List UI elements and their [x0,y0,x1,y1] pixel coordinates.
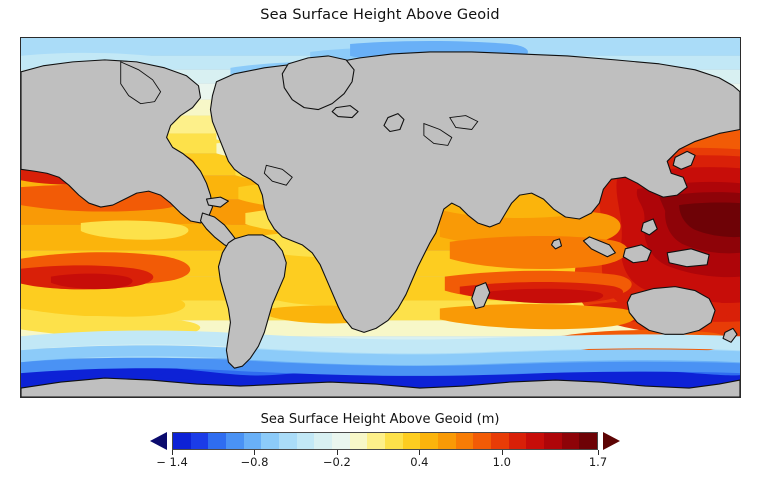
colorbar-over-arrow-icon [603,432,620,450]
land-greenland [281,55,355,111]
land-south-america [217,234,287,369]
colorbar-cell-10 [349,433,368,449]
land-iceland [331,105,359,119]
colorbar-tick-labels: − 1.4 −0.8 −0.2 0.4 1.0 1.7 [156,455,607,471]
indian-ocean-anomalies [437,192,637,330]
colorbar-cell-4 [243,433,262,449]
land-australia [626,286,716,335]
colorbar-cell-7 [296,433,315,449]
colorbar-cell-17 [473,433,492,449]
land-new-zealand [722,327,738,343]
colorbar-tick-0 [172,450,173,455]
land-new-guinea [666,248,710,268]
colorbar-cell-14 [420,433,439,449]
colorbar-cell-6 [279,433,297,449]
colorbar-cell-15 [438,433,456,449]
colorbar-tick-label-5: 1.7 [588,455,608,469]
colorbar-cell-3 [226,433,244,449]
colorbar-cell-0 [173,433,191,449]
land-caribbean [205,196,229,208]
colorbar-tick-4 [501,450,503,455]
colorbar-tick-label-3: 0.4 [410,455,429,469]
colorbar-tick-1 [254,450,256,455]
colorbar-tick-2 [336,450,338,455]
colorbar: Sea Surface Height Above Geoid (m) − 1.4… [0,412,760,474]
colorbar-cell-13 [402,433,421,449]
colorbar-row [150,432,620,450]
sea-surface-height-map [21,38,740,397]
coastline-detail [120,61,479,186]
colorbar-title: Sea Surface Height Above Geoid (m) [260,412,500,427]
landmasses [21,51,740,397]
colorbar-cell-12 [385,433,403,449]
colorbar-cell-1 [190,433,209,449]
colorbar-tick-label-2: −0.2 [322,455,351,469]
page-title: Sea Surface Height Above Geoid [260,7,500,23]
colorbar-cell-2 [208,433,227,449]
colorbar-under-arrow-icon [150,432,167,450]
map-axes [20,37,741,398]
land-sri-lanka [550,238,563,250]
colorbar-cell-18 [491,433,509,449]
colorbar-cell-19 [508,433,527,449]
colorbar-cell-9 [332,433,350,449]
colorbar-cell-20 [526,433,545,449]
colorbar-cell-23 [579,433,598,449]
land-borneo [622,244,652,264]
colorbar-cell-22 [561,433,580,449]
colorbar-gradient [172,432,598,450]
land-eurasia-africa [209,51,740,333]
colorbar-ticks [172,450,599,456]
land-antarctica [21,377,740,397]
colorbar-tick-5 [598,450,599,455]
land-philippines [640,218,658,236]
southern-transition [21,330,740,376]
land-sumatra [582,236,616,258]
land-british-isles [383,113,405,133]
colorbar-tick-3 [419,450,421,455]
colorbar-tick-label-1: −0.8 [240,455,269,469]
colorbar-tick-label-0: − 1.4 [156,455,188,469]
colorbar-cell-21 [544,433,562,449]
colorbar-cell-16 [455,433,474,449]
colorbar-tick-label-4: 1.0 [492,455,511,469]
land-japan [672,150,696,170]
land-north-america [21,59,214,224]
colorbar-cell-5 [261,433,280,449]
colorbar-cell-11 [367,433,386,449]
colorbar-cell-8 [314,433,333,449]
land-madagascar [471,282,491,310]
